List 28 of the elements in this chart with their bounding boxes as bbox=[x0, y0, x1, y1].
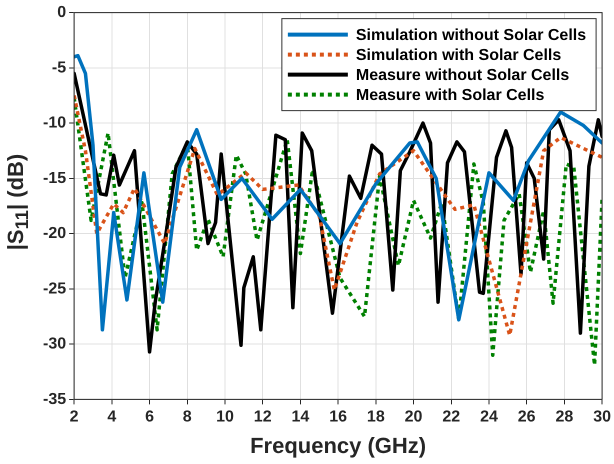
y-tick-label: -30 bbox=[43, 336, 66, 353]
y-tick-label: -15 bbox=[43, 170, 66, 187]
x-tick-label: 16 bbox=[329, 408, 348, 426]
x-tick-label: 6 bbox=[145, 408, 154, 426]
x-tick-label: 26 bbox=[518, 408, 536, 426]
x-axis-title: Frequency (GHz) bbox=[250, 432, 426, 458]
x-tick-label: 30 bbox=[593, 408, 612, 426]
y-tick-label: -10 bbox=[43, 114, 66, 132]
x-tick-label: 20 bbox=[404, 408, 423, 426]
legend-label: Simulation with Solar Cells bbox=[356, 47, 562, 64]
x-tick-label: 2 bbox=[70, 408, 79, 426]
y-tick-label: -35 bbox=[43, 390, 66, 408]
x-tick-label: 8 bbox=[182, 408, 192, 426]
y-tick-label: 0 bbox=[57, 4, 66, 22]
x-tick-label: 18 bbox=[366, 408, 385, 426]
y-tick-label: -25 bbox=[43, 280, 66, 298]
x-tick-label: 4 bbox=[107, 408, 116, 426]
x-tick-label: 14 bbox=[292, 408, 310, 426]
legend-label: Simulation without Solar Cells bbox=[356, 27, 586, 44]
y-tick-label: -5 bbox=[52, 59, 66, 76]
x-tick-label: 12 bbox=[254, 408, 272, 426]
y-tick-label: -20 bbox=[43, 225, 66, 242]
x-tick-label: 28 bbox=[555, 408, 574, 426]
x-tick-label: 22 bbox=[442, 408, 460, 426]
x-tick-label: 24 bbox=[480, 408, 498, 426]
legend-label: Measure with Solar Cells bbox=[356, 87, 544, 104]
x-tick-label: 10 bbox=[216, 408, 234, 426]
legend-label: Measure without Solar Cells bbox=[356, 67, 570, 84]
